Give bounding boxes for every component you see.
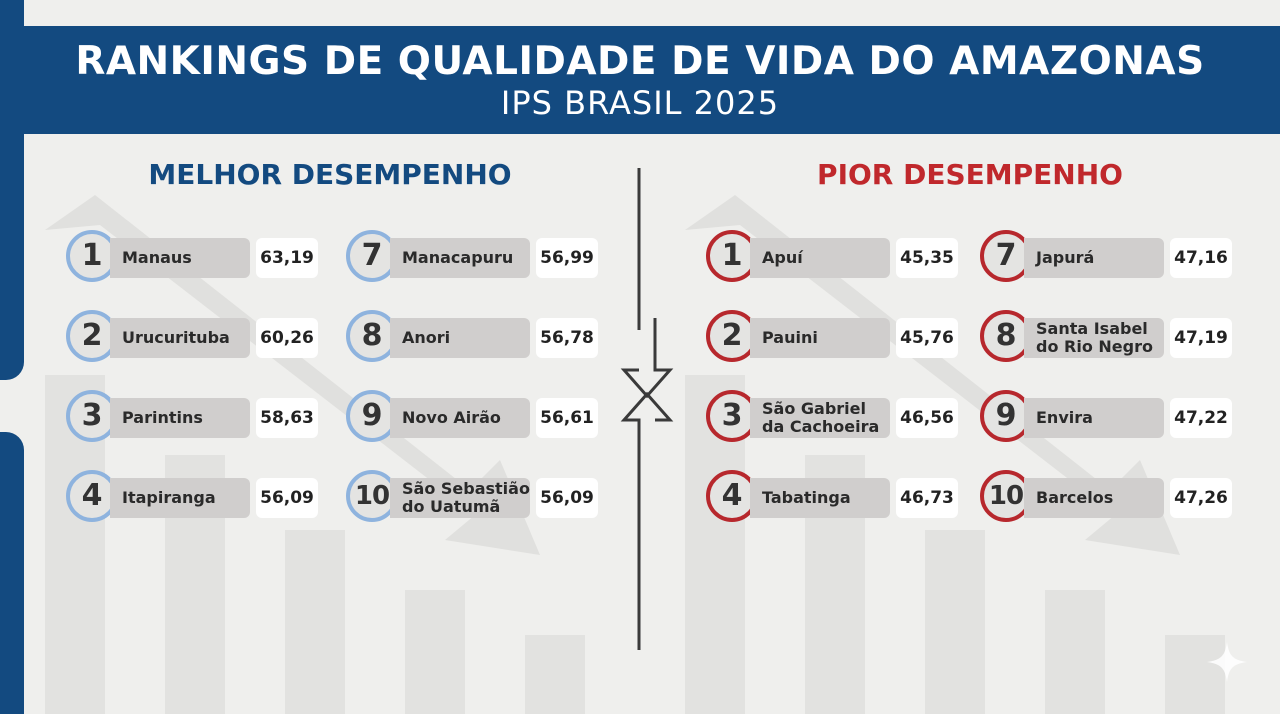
municipality-name: Itapiranga: [110, 478, 250, 518]
best-rank-entry: 8 Anori 56,78: [346, 306, 636, 366]
worst-rank-entry: 4 Tabatinga 46,73: [706, 466, 996, 526]
score-value: 47,19: [1170, 318, 1232, 358]
rank-badge: 9: [346, 390, 398, 442]
score-value: 56,09: [256, 478, 318, 518]
score-value: 60,26: [256, 318, 318, 358]
header-banner: RANKINGS DE QUALIDADE DE VIDA DO AMAZONA…: [0, 26, 1280, 134]
municipality-name: Japurá: [1024, 238, 1164, 278]
rank-badge: 2: [706, 310, 758, 362]
best-rank-entry: 7 Manacapuru 56,99: [346, 226, 636, 286]
best-section-title: MELHOR DESEMPENHO: [148, 158, 512, 191]
municipality-name: Parintins: [110, 398, 250, 438]
best-rank-entry: 1 Manaus 63,19: [66, 226, 356, 286]
score-value: 56,61: [536, 398, 598, 438]
best-rank-entry: 10 São Sebastião do Uatumã 56,09: [346, 466, 636, 526]
left-accent-bar-bottom: [0, 432, 24, 714]
rank-badge: 8: [980, 310, 1032, 362]
score-value: 47,26: [1170, 478, 1232, 518]
rank-badge: 4: [66, 470, 118, 522]
municipality-name: Anori: [390, 318, 530, 358]
best-rank-entry: 2 Urucurituba 60,26: [66, 306, 356, 366]
score-value: 47,22: [1170, 398, 1232, 438]
municipality-name: Pauini: [750, 318, 890, 358]
rank-badge: 1: [66, 230, 118, 282]
municipality-name: Manacapuru: [390, 238, 530, 278]
best-rank-entry: 4 Itapiranga 56,09: [66, 466, 356, 526]
municipality-name: Manaus: [110, 238, 250, 278]
score-value: 46,73: [896, 478, 958, 518]
worst-rank-entry: 9 Envira 47,22: [980, 386, 1270, 446]
worst-rank-entry: 7 Japurá 47,16: [980, 226, 1270, 286]
score-value: 56,09: [536, 478, 598, 518]
municipality-name: Tabatinga: [750, 478, 890, 518]
municipality-name: Apuí: [750, 238, 890, 278]
page-title: RANKINGS DE QUALIDADE DE VIDA DO AMAZONA…: [75, 39, 1205, 84]
rank-badge: 7: [346, 230, 398, 282]
score-value: 46,56: [896, 398, 958, 438]
municipality-name: Envira: [1024, 398, 1164, 438]
worst-rank-entry: 1 Apuí 45,35: [706, 226, 996, 286]
rank-badge: 10: [346, 470, 398, 522]
municipality-name: Santa Isabel do Rio Negro: [1024, 318, 1164, 358]
municipality-name: Novo Airão: [390, 398, 530, 438]
page-subtitle: IPS BRASIL 2025: [500, 84, 780, 122]
score-value: 58,63: [256, 398, 318, 438]
worst-rank-entry: 8 Santa Isabel do Rio Negro 47,19: [980, 306, 1270, 366]
municipality-name: Barcelos: [1024, 478, 1164, 518]
rank-badge: 8: [346, 310, 398, 362]
municipality-name: São Gabriel da Cachoeira: [750, 398, 890, 438]
sparkle-icon: [1207, 642, 1247, 682]
score-value: 45,35: [896, 238, 958, 278]
best-rank-entry: 3 Parintins 58,63: [66, 386, 356, 446]
score-value: 63,19: [256, 238, 318, 278]
rank-badge: 1: [706, 230, 758, 282]
best-rank-entry: 9 Novo Airão 56,61: [346, 386, 636, 446]
worst-rank-entry: 3 São Gabriel da Cachoeira 46,56: [706, 386, 996, 446]
worst-rank-entry: 10 Barcelos 47,26: [980, 466, 1270, 526]
down-arrow-icon: [620, 318, 674, 399]
score-value: 56,78: [536, 318, 598, 358]
municipality-name: São Sebastião do Uatumã: [390, 478, 530, 518]
score-value: 56,99: [536, 238, 598, 278]
score-value: 45,76: [896, 318, 958, 358]
worst-rank-entry: 2 Pauini 45,76: [706, 306, 996, 366]
worst-section-title: PIOR DESEMPENHO: [817, 158, 1123, 191]
rank-badge: 9: [980, 390, 1032, 442]
municipality-name: Urucurituba: [110, 318, 250, 358]
score-value: 47,16: [1170, 238, 1232, 278]
up-arrow-icon: [620, 391, 674, 470]
